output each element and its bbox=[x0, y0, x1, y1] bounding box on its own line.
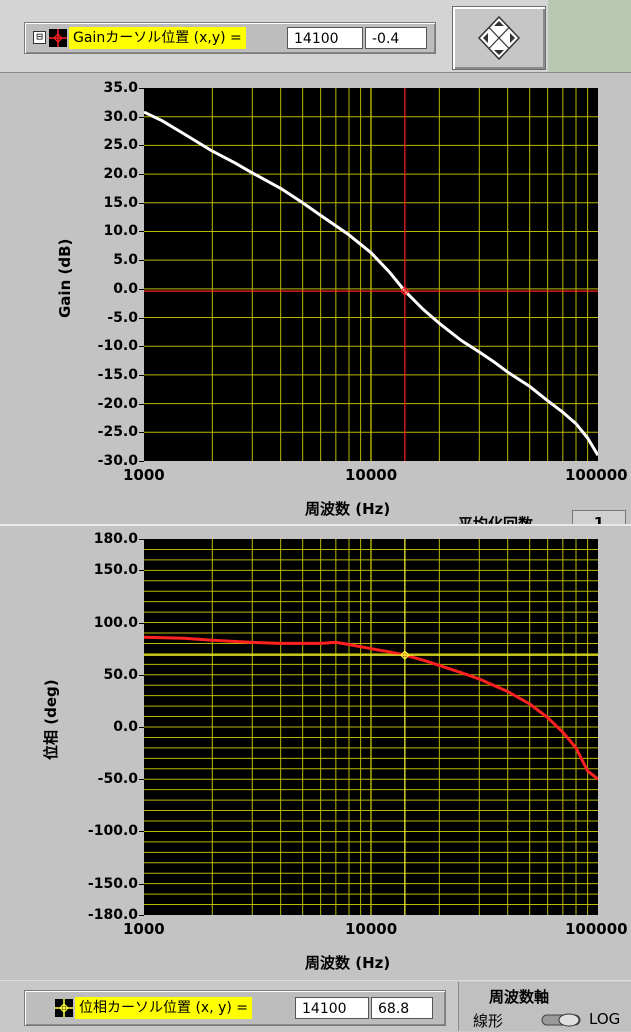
y-tick-mark bbox=[139, 317, 144, 319]
y-tick-label: 20.0 bbox=[103, 166, 138, 183]
gain-plot-area[interactable] bbox=[143, 88, 600, 461]
gain-trace bbox=[143, 110, 600, 457]
gain-cursor-label: Gainカーソル位置 (x,y) = bbox=[69, 27, 246, 49]
y-tick-mark bbox=[139, 231, 144, 233]
gain-cursor-legend: ⊟ Gainカーソル位置 (x,y) = 14100 -0.4 bbox=[24, 22, 436, 54]
diamond-navigation-icon bbox=[477, 15, 521, 61]
y-tick-mark bbox=[139, 116, 144, 118]
y-tick-label: 15.0 bbox=[103, 194, 138, 211]
y-tick-mark bbox=[139, 346, 144, 348]
log-label: LOG bbox=[589, 1010, 621, 1028]
y-tick-label: 0.0 bbox=[113, 280, 138, 297]
gain-cursor-y-value[interactable]: -0.4 bbox=[365, 27, 427, 49]
frequency-axis-control: 周波数軸 線形 LOG bbox=[458, 982, 631, 1031]
phase-plot-svg bbox=[143, 539, 599, 915]
crosshair-icon[interactable] bbox=[55, 999, 73, 1017]
y-tick-label: -100.0 bbox=[87, 823, 138, 840]
crosshair-icon[interactable] bbox=[49, 29, 67, 47]
y-tick-mark bbox=[139, 570, 144, 572]
phase-x-axis-title: 周波数 (Hz) bbox=[305, 954, 391, 972]
x-tick-label: 10000 bbox=[345, 920, 398, 938]
y-tick-label: 25.0 bbox=[103, 137, 138, 154]
gain-x-axis-title: 周波数 (Hz) bbox=[305, 500, 391, 518]
phase-plot-area[interactable] bbox=[143, 539, 599, 915]
y-tick-label: 0.0 bbox=[113, 719, 138, 735]
frequency-axis-title: 周波数軸 bbox=[489, 988, 550, 1006]
linear-label: 線形 bbox=[473, 1012, 504, 1030]
phase-y-axis-title: 位相 (deg) bbox=[42, 679, 60, 760]
y-tick-mark bbox=[139, 288, 144, 290]
y-tick-label: -20.0 bbox=[97, 395, 138, 412]
gain-cursor-x-value[interactable]: 14100 bbox=[287, 27, 363, 49]
y-tick-mark bbox=[139, 831, 144, 833]
cursor-marker[interactable] bbox=[400, 286, 410, 296]
y-tick-label: -5.0 bbox=[107, 309, 138, 326]
gain-plot-svg bbox=[143, 88, 600, 461]
y-tick-label: -15.0 bbox=[97, 366, 138, 383]
y-tick-mark bbox=[139, 461, 144, 462]
y-tick-mark bbox=[139, 915, 144, 916]
y-tick-label: -30.0 bbox=[97, 453, 138, 469]
y-tick-mark bbox=[139, 174, 144, 176]
y-tick-label: 10.0 bbox=[103, 223, 138, 240]
toggle-switch-icon[interactable] bbox=[541, 1012, 581, 1028]
x-tick-label: 1000 bbox=[123, 466, 165, 484]
y-tick-label: 50.0 bbox=[103, 666, 138, 683]
y-tick-label: -150.0 bbox=[87, 875, 138, 892]
y-tick-label: 100.0 bbox=[93, 614, 138, 631]
y-tick-label: 5.0 bbox=[113, 252, 138, 269]
cursor-marker[interactable] bbox=[400, 650, 410, 660]
y-tick-mark bbox=[139, 374, 144, 376]
y-tick-mark bbox=[139, 260, 144, 262]
x-tick-label: 10000 bbox=[345, 466, 398, 484]
x-tick-label: 100000 bbox=[565, 920, 628, 938]
y-tick-mark bbox=[139, 674, 144, 676]
y-tick-mark bbox=[139, 622, 144, 624]
green-area bbox=[548, 0, 631, 72]
expand-collapse-icon[interactable]: ⊟ bbox=[33, 31, 46, 44]
x-tick-label: 1000 bbox=[123, 920, 165, 938]
y-tick-label: 35.0 bbox=[103, 80, 138, 96]
y-tick-label: 180.0 bbox=[93, 531, 138, 547]
y-tick-label: 150.0 bbox=[93, 562, 138, 579]
y-tick-mark bbox=[139, 727, 144, 728]
y-tick-mark bbox=[139, 88, 144, 89]
y-tick-mark bbox=[139, 403, 144, 405]
phase-cursor-x-value[interactable]: 14100 bbox=[295, 997, 369, 1019]
y-tick-label: 30.0 bbox=[103, 108, 138, 125]
gain-y-axis-title: Gain (dB) bbox=[56, 238, 74, 318]
cursor-navigation-button[interactable] bbox=[452, 6, 546, 70]
x-tick-label: 100000 bbox=[565, 466, 628, 484]
phase-cursor-legend: 位相カーソル位置 (x, y) = 14100 68.8 bbox=[24, 990, 446, 1026]
y-tick-mark bbox=[139, 779, 144, 781]
y-tick-mark bbox=[139, 202, 144, 204]
y-tick-label: -50.0 bbox=[97, 771, 138, 788]
y-tick-mark bbox=[139, 145, 144, 147]
y-tick-mark bbox=[139, 539, 144, 540]
phase-cursor-y-value[interactable]: 68.8 bbox=[371, 997, 433, 1019]
y-tick-mark bbox=[139, 432, 144, 434]
phase-cursor-label: 位相カーソル位置 (x, y) = bbox=[75, 997, 253, 1019]
y-tick-label: -10.0 bbox=[97, 338, 138, 355]
y-tick-mark bbox=[139, 883, 144, 885]
y-tick-label: -25.0 bbox=[97, 424, 138, 441]
y-tick-label: -180.0 bbox=[87, 907, 138, 923]
